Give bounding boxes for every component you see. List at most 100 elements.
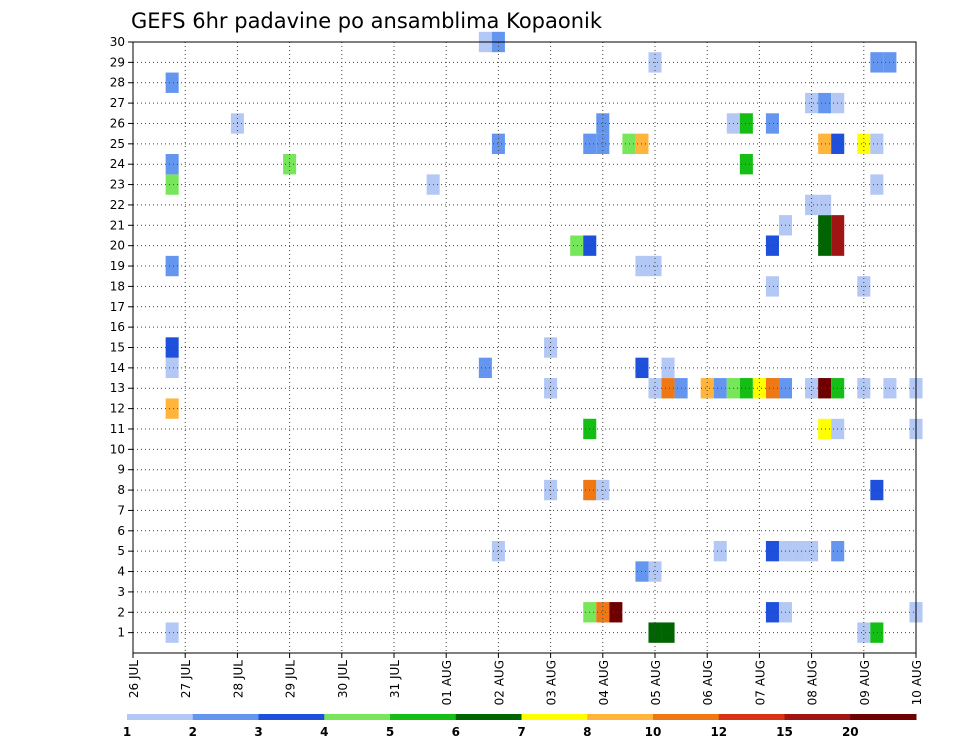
heatmap-cell	[648, 561, 662, 582]
y-tick-label: 27	[110, 96, 125, 110]
x-tick-label: 27 JUL	[179, 660, 193, 698]
heatmap-cell	[765, 276, 779, 297]
y-tick-label: 28	[110, 76, 125, 90]
colorbar-label: 5	[386, 725, 394, 739]
heatmap-cell	[752, 378, 766, 399]
y-tick-label: 15	[110, 341, 125, 355]
colorbar-label: 15	[776, 725, 793, 739]
heatmap-cell	[805, 194, 819, 216]
heatmap-cell	[739, 154, 753, 175]
x-tick-label: 09 AUG	[858, 660, 872, 705]
heatmap-cell	[818, 235, 832, 256]
heatmap-cell	[805, 92, 819, 114]
x-tick-label: 30 JUL	[336, 660, 350, 698]
heatmap-cell	[765, 378, 779, 399]
colorbar-label: 4	[320, 725, 328, 739]
heatmap-cell	[700, 378, 714, 399]
colorbar-label: 10	[645, 725, 662, 739]
heatmap-cell	[165, 255, 179, 277]
heatmap-cell	[765, 235, 779, 256]
heatmap-cell	[765, 540, 779, 562]
heatmap-cell	[661, 357, 675, 379]
colorbar-segment	[587, 714, 654, 720]
y-tick-label: 6	[117, 524, 125, 538]
x-tick-label: 03 AUG	[545, 660, 559, 705]
y-tick-label: 8	[117, 483, 125, 497]
colorbar-segment	[324, 714, 391, 720]
y-tick-label: 13	[110, 381, 125, 395]
x-tick-label: 01 AUG	[440, 660, 454, 705]
y-tick-label: 22	[110, 198, 125, 212]
y-tick-label: 25	[110, 137, 125, 151]
heatmap-cell	[805, 378, 819, 399]
y-tick-label: 7	[117, 503, 125, 517]
heatmap-cell	[765, 113, 779, 134]
y-tick-label: 14	[110, 361, 125, 375]
heatmap-cell	[818, 418, 832, 440]
heatmap-cell	[165, 174, 179, 195]
colorbar-segment	[718, 714, 785, 720]
heatmap-cell	[805, 540, 819, 562]
y-tick-label: 20	[110, 239, 125, 253]
colorbar-segment	[455, 714, 522, 720]
heatmap-cell	[609, 602, 623, 623]
heatmap-cell	[739, 113, 753, 134]
x-tick-label: 10 AUG	[910, 660, 924, 705]
heatmap-cell	[165, 398, 179, 419]
y-tick-label: 3	[117, 585, 125, 599]
colorbar-segment	[521, 714, 588, 720]
heatmap-cell	[165, 622, 179, 643]
colorbar-label: 2	[189, 725, 197, 739]
y-tick-label: 16	[110, 320, 125, 334]
heatmap-cell	[661, 622, 675, 643]
colorbar-label: 8	[583, 725, 591, 739]
heatmap-cell	[165, 154, 179, 175]
heatmap-cell	[544, 378, 558, 399]
heatmap-cell	[622, 133, 636, 155]
colorbar-segment	[390, 714, 457, 720]
y-tick-label: 12	[110, 402, 125, 416]
colorbar-label: 7	[517, 725, 525, 739]
heatmap-cell	[713, 540, 727, 562]
heatmap-cell	[818, 215, 832, 236]
heatmap-cell	[596, 602, 610, 623]
y-tick-label: 24	[110, 157, 125, 171]
heatmap-cell	[739, 378, 753, 399]
x-tick-label: 04 AUG	[597, 660, 611, 705]
gridlines	[133, 41, 916, 653]
colorbar-label: 12	[710, 725, 727, 739]
heatmap-cell	[596, 113, 610, 134]
colorbar-label: 1	[123, 725, 131, 739]
heatmap-cell	[713, 378, 727, 399]
heatmap-cell	[648, 378, 662, 399]
colorbar-segment	[850, 714, 917, 720]
heatmap-cell	[818, 194, 832, 216]
y-axis: 1234567891011121314151617181920212223242…	[110, 35, 133, 640]
x-tick-label: 28 JUL	[231, 660, 245, 698]
heatmap-cell	[165, 357, 179, 379]
y-tick-label: 11	[110, 422, 125, 436]
heatmap-cell	[857, 133, 871, 155]
heatmap-cell	[870, 622, 884, 643]
colorbar-label: 3	[254, 725, 262, 739]
heatmap-cell	[870, 479, 884, 501]
heatmap-cell	[165, 72, 179, 93]
heatmap-cell	[870, 174, 884, 195]
y-tick-label: 4	[117, 565, 125, 579]
heatmap-cell	[765, 602, 779, 623]
colorbar-segment	[653, 714, 720, 720]
y-tick-label: 21	[110, 218, 125, 232]
heatmap-cell	[818, 378, 832, 399]
colorbar-segment	[192, 714, 259, 720]
colorbar-segment	[127, 714, 194, 720]
x-tick-label: 08 AUG	[806, 660, 820, 705]
heatmap-cell	[792, 540, 806, 562]
y-tick-label: 17	[110, 300, 125, 314]
x-tick-label: 02 AUG	[492, 660, 506, 705]
y-tick-label: 2	[117, 605, 125, 619]
y-tick-label: 10	[110, 442, 125, 456]
y-tick-label: 1	[117, 626, 125, 640]
colorbar-label: 6	[452, 725, 460, 739]
colorbar: 1 2 3 4 5 6 7 8 10 12 15 20	[123, 714, 917, 739]
